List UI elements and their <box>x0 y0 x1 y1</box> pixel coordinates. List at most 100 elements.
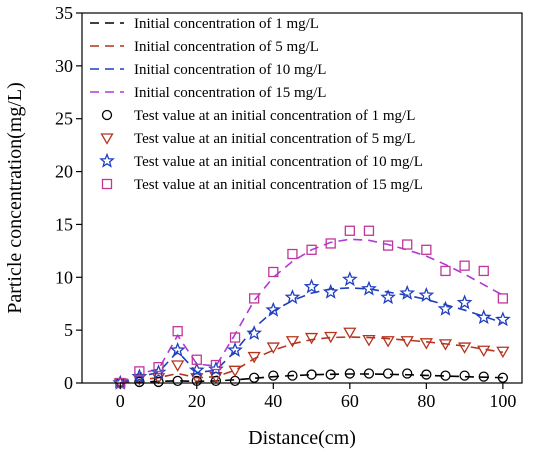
fit-line-series-0 <box>120 373 503 384</box>
data-point <box>456 294 473 310</box>
y-axis-title: Particle concentration(mg/L) <box>4 82 26 314</box>
legend-entry: Initial concentration of 15 mg/L <box>90 85 326 101</box>
data-point <box>151 373 166 385</box>
data-point <box>229 375 241 387</box>
data-point <box>153 361 164 373</box>
y-tick-label: 5 <box>64 320 73 340</box>
x-tick-label: 80 <box>417 391 435 411</box>
data-point <box>171 360 185 372</box>
data-point <box>249 293 260 304</box>
data-point <box>341 271 358 287</box>
legend-label: Initial concentration of 1 mg/L <box>134 16 319 32</box>
data-point <box>266 342 280 354</box>
fit-line-series-3 <box>119 238 504 384</box>
data-point <box>497 372 509 383</box>
y-tick-label: 25 <box>55 109 73 129</box>
data-point <box>421 244 432 255</box>
data-point <box>268 266 279 278</box>
axes: 0 20 40 60 80 100 0 5 10 15 20 25 30 35 <box>55 3 523 411</box>
legend-entry: Initial concentration of 1 mg/L <box>90 16 319 32</box>
data-point <box>478 371 489 382</box>
data-point <box>497 293 509 304</box>
data-point <box>227 341 243 357</box>
data-point <box>228 365 242 378</box>
data-point <box>304 332 319 345</box>
data-point <box>459 260 470 271</box>
data-point <box>363 225 375 236</box>
fit-line-series-1 <box>120 336 504 384</box>
legend-label: Test value at an initial concentration o… <box>134 154 423 170</box>
test-points-series-4 <box>115 368 509 389</box>
x-tick-label: 0 <box>116 391 125 411</box>
data-point <box>440 265 451 277</box>
x-axis-title: Distance(cm) <box>248 427 356 449</box>
data-point <box>306 369 317 380</box>
x-tick-label: 60 <box>341 391 359 411</box>
data-point <box>134 366 145 377</box>
data-point <box>325 238 336 249</box>
data-point <box>475 309 492 325</box>
y-tick-label: 10 <box>55 267 73 287</box>
legend-swatch <box>101 178 113 190</box>
legend-swatch <box>101 109 113 121</box>
data-point <box>229 332 241 343</box>
data-point <box>153 376 164 388</box>
legend-entry: Initial concentration of 10 mg/L <box>90 62 326 78</box>
data-point <box>287 370 298 381</box>
x-tick-label: 20 <box>188 391 206 411</box>
data-point <box>325 369 336 380</box>
y-tick-label: 35 <box>55 3 73 23</box>
data-point <box>400 336 414 348</box>
series-line <box>120 287 504 384</box>
x-tick-label: 40 <box>264 391 282 411</box>
data-point <box>303 278 320 294</box>
y-tick-label: 20 <box>55 162 73 182</box>
legend-entry: Test value at an initial concentration o… <box>100 131 415 147</box>
legend-swatch <box>99 152 115 168</box>
data-point <box>247 351 261 364</box>
fit-line-series-2 <box>120 287 504 384</box>
y-tick-label: 30 <box>55 56 73 76</box>
data-point <box>399 284 416 300</box>
legend-entry: Initial concentration of 5 mg/L <box>90 39 319 55</box>
data-point <box>494 311 511 327</box>
data-point <box>457 342 472 354</box>
data-point <box>188 362 205 378</box>
legend-entry: Test value at an initial concentration o… <box>101 177 423 193</box>
data-point <box>402 368 413 379</box>
data-point <box>382 368 394 379</box>
plot-frame <box>81 12 523 384</box>
data-point <box>382 240 394 251</box>
data-point <box>440 370 451 381</box>
legend-entry: Test value at an initial concentration o… <box>99 152 423 170</box>
legend-label: Test value at an initial concentration o… <box>134 177 423 193</box>
data-point <box>477 345 491 358</box>
data-point <box>172 326 183 337</box>
legend-label: Test value at an initial concentration o… <box>134 108 415 124</box>
data-point <box>322 283 339 299</box>
data-point <box>362 335 376 347</box>
plot-area <box>112 225 511 390</box>
legend-label: Initial concentration of 5 mg/L <box>134 39 319 55</box>
data-point <box>287 248 298 260</box>
x-tick-label: 100 <box>489 391 516 411</box>
legend-swatch <box>100 133 114 145</box>
legend-label: Initial concentration of 10 mg/L <box>134 62 326 78</box>
data-point <box>418 286 435 302</box>
data-point <box>344 368 355 379</box>
data-point <box>246 325 263 341</box>
data-point <box>134 376 145 388</box>
test-points-series-7 <box>115 225 509 389</box>
data-point <box>459 370 470 381</box>
data-point <box>363 368 375 379</box>
legend-entry: Test value at an initial concentration o… <box>101 108 415 124</box>
data-point <box>437 300 454 316</box>
data-point <box>343 327 357 340</box>
data-point <box>284 289 301 305</box>
y-tick-label: 15 <box>55 214 73 234</box>
data-point <box>438 339 453 351</box>
series-line <box>120 373 503 384</box>
data-point <box>265 301 282 317</box>
data-point <box>421 369 432 380</box>
series-line <box>119 238 504 384</box>
